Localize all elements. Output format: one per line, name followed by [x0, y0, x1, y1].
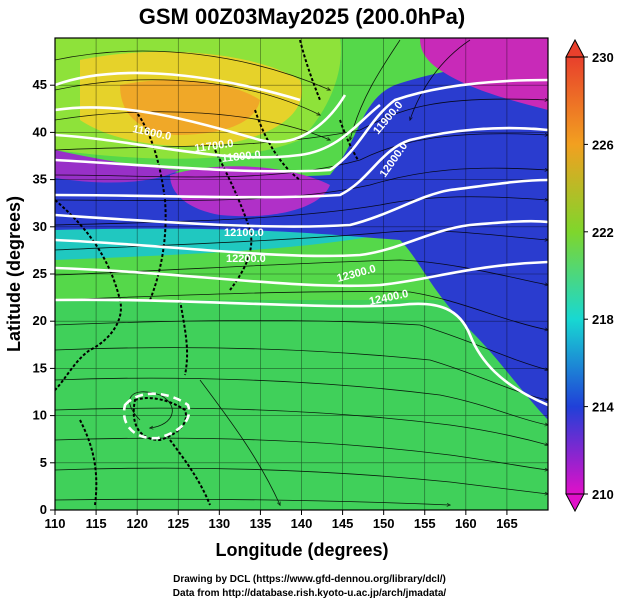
- y-tick-label: 25: [33, 266, 47, 281]
- y-axis: 0 5 10 15 20 25 30 35 40 45: [33, 77, 55, 517]
- colorbar-tick-label: 222: [592, 225, 614, 240]
- x-tick-label: 110: [45, 516, 66, 531]
- contour-label: 12100.0: [224, 227, 264, 239]
- colorbar-tick-label: 218: [592, 312, 614, 327]
- grid-lines: [55, 38, 548, 510]
- temperature-field-magenta-pocket: [170, 166, 330, 217]
- temperature-field-magenta-ne: [420, 38, 548, 110]
- x-tick-label: 120: [126, 516, 148, 531]
- contour-label: 12200.0: [226, 253, 266, 265]
- contour-line-11700: [55, 94, 347, 144]
- temperature-field-magenta-west: [55, 150, 180, 183]
- x-axis-label: Longitude (degrees): [215, 540, 388, 560]
- coastlines: [55, 39, 359, 506]
- height-contours: [55, 71, 548, 440]
- y-tick-label: 10: [33, 408, 47, 423]
- x-tick-label: 130: [208, 516, 230, 531]
- x-tick-label: 140: [291, 516, 313, 531]
- x-tick-label: 165: [496, 516, 518, 531]
- y-tick-label: 35: [33, 172, 47, 187]
- x-tick-label: 135: [250, 516, 272, 531]
- contour-line-12300: [55, 260, 548, 288]
- contour-label: 11800.0: [221, 149, 261, 165]
- plot-area: 11600.0 11700.0 11800.0 11900.0 12000.0 …: [55, 38, 548, 510]
- y-tick-label: 40: [33, 124, 47, 139]
- colorbar-tick-label: 226: [592, 137, 614, 152]
- contour-line-12200: [55, 219, 548, 258]
- x-axis: 110 115 120 125 130 135 140 145 150 155 160 165: [45, 510, 518, 531]
- contour-line-11600: [55, 71, 301, 102]
- y-tick-label: 20: [33, 313, 47, 328]
- contour-line-12100: [55, 178, 548, 228]
- y-tick-label: 0: [40, 502, 47, 517]
- temperature-field-orange-core: [120, 80, 260, 135]
- y-axis-label: Latitude (degrees): [4, 196, 24, 352]
- contour-line-12400-closed: [122, 392, 191, 440]
- x-tick-label: 155: [414, 516, 436, 531]
- colorbar-gradient: [565, 56, 585, 495]
- contour-line-11900: [55, 78, 548, 173]
- contour-line-12000: [55, 126, 548, 199]
- y-tick-label: 15: [33, 360, 47, 375]
- x-tick-label: 115: [86, 516, 107, 531]
- contour-line-11800: [55, 103, 381, 159]
- colorbar-tick-label: 214: [592, 400, 614, 415]
- footer-data-source: Data from http://database.rish.kyoto-u.a…: [172, 588, 447, 599]
- x-tick-label: 125: [167, 516, 189, 531]
- y-tick-label: 30: [33, 219, 47, 234]
- colorbar-tick-label: 210: [592, 487, 614, 502]
- x-tick-label: 150: [373, 516, 395, 531]
- x-tick-label: 145: [332, 516, 354, 531]
- footer-drawing-credit: Drawing by DCL (https://www.gfd-dennou.o…: [173, 574, 446, 585]
- colorbar-tick-label: 230: [592, 50, 614, 65]
- colorbar-bottom-triangle: [565, 493, 585, 513]
- contour-line-12400: [55, 298, 548, 407]
- contour-label: 11700.0: [194, 138, 234, 155]
- colorbar-top-triangle: [565, 38, 585, 58]
- y-tick-label: 45: [33, 77, 47, 92]
- map-title: GSM 00Z03May2025 (200.0hPa): [139, 4, 466, 29]
- y-tick-label: 5: [40, 455, 47, 470]
- colorbar: 230 226 222 218 214 210: [565, 38, 614, 513]
- x-tick-label: 160: [455, 516, 477, 531]
